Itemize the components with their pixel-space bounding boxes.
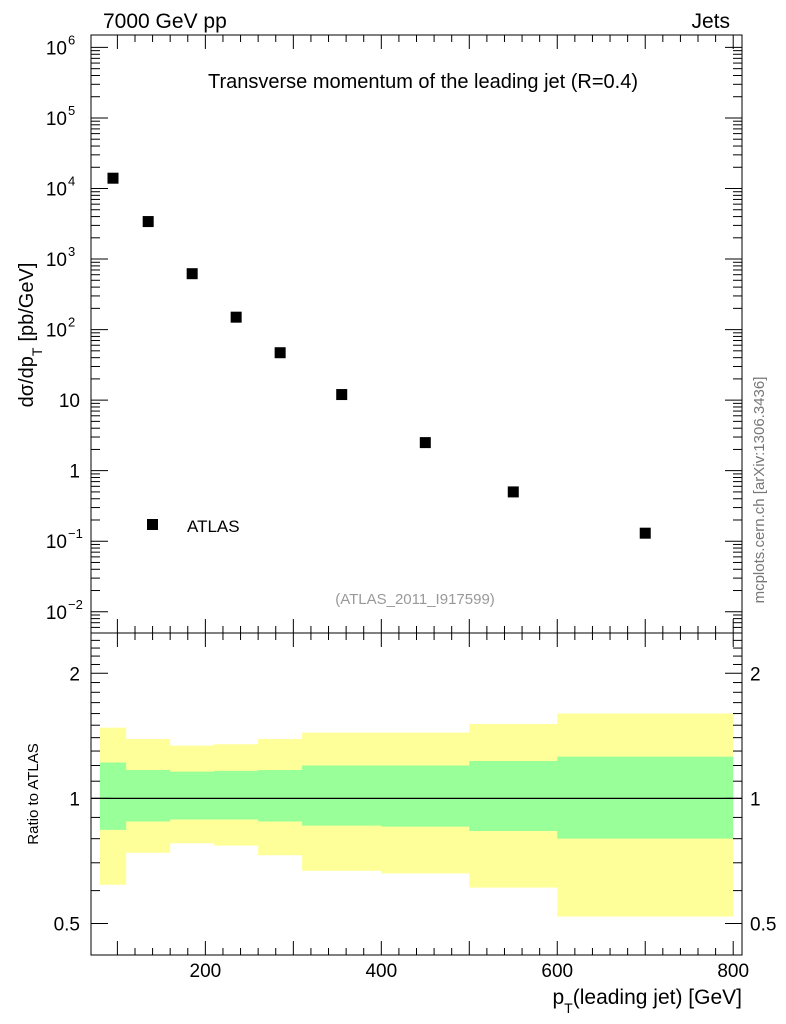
main-frame — [90, 34, 743, 634]
main-y-tick-label-base: 1 — [69, 462, 80, 483]
ratio-x-ticks: 200 400 600 800 — [116, 633, 749, 982]
x-axis-title: pT(leading jet) [GeV] — [552, 986, 742, 1016]
ratio-y-tick-label-left: 2 — [69, 664, 80, 685]
main-y-tick-label: 10 — [46, 180, 67, 201]
data-point-atlas — [186, 268, 198, 280]
main-y-tick-label-base: 10 — [46, 38, 67, 59]
main-y-tick-label: 10 — [59, 391, 80, 412]
main-y-tick-label-exponent: 6 — [68, 32, 75, 47]
ratio-y-tick-label-right: 2 — [750, 664, 761, 685]
main-title: Transverse momentum of the leading jet (… — [208, 71, 638, 93]
ratio-y-tick-label-left: 0.5 — [54, 915, 80, 936]
main-y-tick-label-exponent: 5 — [68, 103, 75, 118]
main-y-tick-label-base: 10 — [46, 603, 67, 624]
data-point-atlas — [107, 172, 119, 184]
x-tick-label: 200 — [190, 961, 222, 982]
ratio-panel: 2 2 1 1 0.5 0.5 200 400 600 800 Ratio to ATLAS p… — [25, 632, 776, 1016]
main-y-tick-label: 10 — [46, 532, 67, 553]
watermark: mcplots.cern.ch [arXiv:1306.3436] — [751, 377, 768, 604]
main-y-axis-title-unit: [pb/GeV] — [16, 263, 38, 342]
main-y-tick-label-base: 10 — [46, 109, 67, 130]
data-point-atlas — [274, 347, 286, 359]
main-y-tick-label-base: 10 — [46, 321, 67, 342]
main-y-tick-label: 10 — [46, 38, 67, 59]
ratio-y-tick-label-left: 1 — [69, 789, 80, 810]
main-y-tick-label-exponent: −1 — [68, 526, 83, 541]
x-axis-title-main: p — [552, 986, 564, 1009]
legend-label-atlas: ATLAS — [187, 517, 240, 536]
main-y-tick-label-exponent: 3 — [68, 244, 75, 259]
x-axis-title-sub: T — [564, 1000, 573, 1016]
ratio-bands — [99, 713, 734, 917]
main-x-ticks — [116, 35, 734, 633]
main-y-axis-title: dσ/dpT [pb/GeV] — [16, 263, 45, 408]
analysis-tag: (ATLAS_2011_I917599) — [335, 591, 495, 608]
ratio-y-tick-label-right: 0.5 — [750, 915, 776, 936]
main-y-tick-label: 10 — [46, 603, 67, 624]
data-point-atlas — [507, 486, 519, 498]
main-y-tick-label-base: 10 — [46, 250, 67, 271]
ratio-y-ticks: 2 2 1 1 0.5 0.5 — [54, 639, 776, 936]
ratio-band-inner — [99, 756, 734, 839]
main-y-tick-label-base: 10 — [59, 391, 80, 412]
header-left: 7000 GeV pp — [103, 10, 227, 33]
data-point-atlas — [419, 437, 431, 449]
x-tick-label: 400 — [365, 961, 397, 982]
header-right: Jets — [691, 10, 730, 33]
main-y-tick-label: 10 — [46, 321, 67, 342]
main-y-tick-label: 1 — [69, 462, 80, 483]
main-y-tick-label-exponent: 4 — [68, 174, 75, 189]
ratio-y-axis-title: Ratio to ATLAS — [25, 743, 42, 844]
data-point-atlas — [142, 216, 154, 228]
data-point-atlas — [336, 389, 348, 401]
data-point-atlas — [639, 527, 651, 539]
main-y-axis-title-main: dσ/dp — [16, 356, 38, 407]
x-axis-title-rest: (leading jet) [GeV] — [573, 986, 742, 1009]
main-y-tick-label-base: 10 — [46, 532, 67, 553]
main-y-tick-label: 10 — [46, 109, 67, 130]
main-y-tick-label-exponent: −2 — [68, 597, 83, 612]
data-point-atlas — [230, 311, 242, 323]
ratio-y-tick-label-right: 1 — [750, 789, 761, 810]
main-y-tick-label-base: 10 — [46, 180, 67, 201]
x-tick-label: 800 — [717, 961, 749, 982]
main-data-points — [107, 172, 651, 539]
main-y-axis-title-sub: T — [29, 347, 45, 356]
legend-marker-atlas — [147, 519, 158, 530]
main-y-tick-label-exponent: 2 — [68, 315, 75, 330]
x-tick-label: 600 — [541, 961, 573, 982]
main-y-tick-label: 10 — [46, 250, 67, 271]
